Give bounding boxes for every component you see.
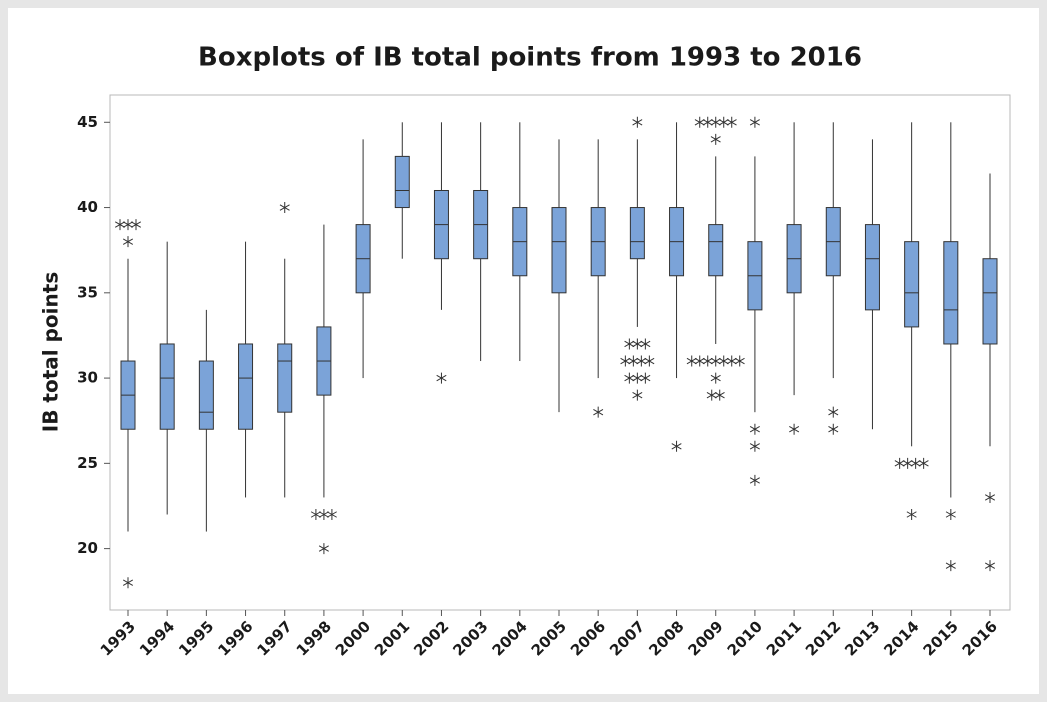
outlier xyxy=(318,509,329,521)
outlier xyxy=(910,457,921,469)
outlier xyxy=(636,355,647,367)
box xyxy=(982,258,998,345)
outlier xyxy=(279,202,290,214)
outlier xyxy=(130,219,142,231)
outlier xyxy=(718,116,729,128)
box xyxy=(238,343,254,430)
outlier xyxy=(640,338,651,350)
outlier xyxy=(710,372,721,384)
outlier xyxy=(702,355,713,367)
outlier xyxy=(632,116,643,128)
outlier xyxy=(726,355,737,367)
outlier xyxy=(749,423,760,435)
outlier xyxy=(628,355,639,367)
outlier xyxy=(632,338,643,350)
outlier xyxy=(620,355,631,367)
chart-title: Boxplots of IB total points from 1993 to… xyxy=(198,43,862,73)
outlier xyxy=(726,116,737,128)
outlier xyxy=(945,560,956,572)
y-axis-label: IB total points xyxy=(39,272,63,432)
outlier xyxy=(894,457,905,469)
outlier xyxy=(593,406,604,418)
outlier xyxy=(828,423,839,435)
box xyxy=(943,241,959,345)
y-tick-label: 30 xyxy=(77,369,98,387)
outlier xyxy=(326,509,337,521)
outlier xyxy=(122,236,134,248)
panel xyxy=(8,8,1039,694)
outlier xyxy=(122,219,134,231)
box xyxy=(904,241,920,328)
outlier xyxy=(984,491,996,503)
y-tick-label: 20 xyxy=(77,539,98,557)
y-tick-label: 35 xyxy=(77,283,98,301)
outlier xyxy=(710,116,721,128)
box xyxy=(708,224,724,277)
plot-area xyxy=(109,94,1011,611)
outlier xyxy=(718,355,729,367)
outlier xyxy=(624,372,635,384)
outlier xyxy=(984,560,996,572)
outlier xyxy=(114,219,126,231)
outlier xyxy=(702,116,713,128)
outlier xyxy=(906,509,917,521)
box xyxy=(159,343,175,430)
outlier xyxy=(436,372,447,384)
outlier xyxy=(694,116,705,128)
outlier xyxy=(624,338,635,350)
box xyxy=(629,207,645,260)
outlier xyxy=(749,474,760,486)
y-tick-label: 40 xyxy=(77,198,98,216)
outlier xyxy=(671,440,682,452)
outlier xyxy=(640,372,651,384)
outlier xyxy=(710,355,721,367)
outlier xyxy=(686,355,697,367)
outlier xyxy=(318,543,329,555)
box xyxy=(864,224,880,311)
outlier xyxy=(694,355,705,367)
outlier xyxy=(632,389,643,401)
outlier xyxy=(310,509,321,521)
outlier xyxy=(122,577,134,589)
box xyxy=(394,155,410,209)
outlier xyxy=(749,116,760,128)
outlier xyxy=(710,133,721,145)
outlier xyxy=(902,457,913,469)
y-tick-label: 25 xyxy=(77,454,98,472)
outlier xyxy=(749,440,760,452)
outlier xyxy=(632,372,643,384)
outlier xyxy=(706,389,717,401)
outlier xyxy=(734,355,745,367)
outlier xyxy=(644,355,655,367)
outlier xyxy=(828,406,839,418)
box xyxy=(551,207,567,294)
outlier xyxy=(945,509,956,521)
outlier xyxy=(714,389,725,401)
box xyxy=(277,343,293,413)
box xyxy=(198,360,214,430)
outlier xyxy=(918,457,929,469)
y-tick-label: 45 xyxy=(77,113,98,131)
outlier xyxy=(789,423,800,435)
